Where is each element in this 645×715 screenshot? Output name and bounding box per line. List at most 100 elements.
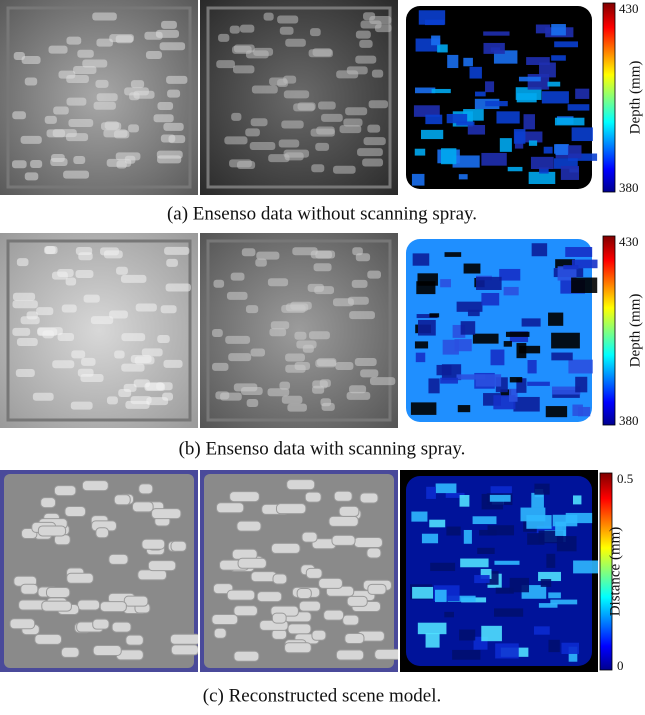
bolt [367, 548, 381, 558]
bolt [281, 120, 303, 128]
bolt [227, 292, 248, 300]
image [400, 470, 603, 672]
blob [430, 563, 455, 571]
bolt [62, 305, 77, 313]
bolt [116, 152, 141, 160]
blob [526, 57, 550, 65]
bolt [233, 65, 254, 73]
bolt [166, 259, 178, 267]
image-content [200, 470, 401, 672]
blob [527, 382, 550, 386]
bolt [96, 528, 109, 538]
bolt [42, 330, 54, 338]
bolt [355, 358, 377, 366]
blob [572, 127, 593, 141]
bolt [77, 50, 93, 58]
bolt [332, 535, 355, 545]
blob [485, 81, 494, 92]
bolt [335, 362, 353, 370]
blob [425, 115, 442, 124]
blob [551, 333, 580, 349]
bolt [368, 584, 386, 594]
bolt [170, 634, 200, 644]
bolt [349, 311, 375, 319]
bolt [21, 584, 38, 594]
bolt [315, 359, 336, 367]
bolt [82, 481, 108, 491]
bolt [53, 106, 69, 114]
blob [477, 548, 494, 554]
image-content [0, 470, 200, 672]
bolt [112, 622, 131, 632]
bolt [356, 31, 371, 39]
bolt [285, 39, 306, 47]
image-content [200, 0, 398, 195]
bolt [279, 140, 300, 148]
blob [563, 265, 578, 269]
bolt [128, 124, 139, 132]
bolt [314, 263, 332, 271]
bolt [285, 365, 305, 373]
blob [548, 82, 561, 87]
bolt [367, 125, 380, 133]
blob [491, 350, 505, 366]
bolt [129, 92, 140, 100]
blob [432, 89, 451, 93]
bolt [230, 26, 240, 34]
bolt [91, 316, 113, 324]
colorbar-label: Distance (mm) [607, 527, 623, 617]
bolt [355, 56, 376, 64]
bolt [287, 480, 315, 490]
bolt [253, 48, 273, 56]
bolt [320, 398, 331, 406]
caption: (a) Ensenso data without scanning spray. [167, 203, 477, 224]
bolt [94, 102, 116, 110]
blob [436, 483, 457, 493]
bolt [163, 123, 183, 131]
bolt [306, 568, 322, 578]
blob [529, 140, 537, 145]
blob [428, 378, 439, 393]
bolt [290, 302, 312, 310]
bolt [299, 601, 320, 611]
bolt [288, 624, 311, 634]
blob [463, 58, 473, 66]
bolt [242, 248, 256, 256]
bolt [68, 119, 93, 127]
bolt [131, 80, 144, 88]
bolt [169, 135, 186, 143]
bolt [121, 364, 144, 372]
blob [496, 111, 519, 123]
bolt [166, 76, 187, 84]
bolt [234, 606, 258, 616]
bolt [359, 40, 372, 48]
bolt [375, 649, 401, 659]
blob [548, 313, 563, 326]
bolt [171, 645, 198, 655]
bolt [13, 300, 38, 308]
bolt [372, 70, 383, 78]
bolt [36, 307, 53, 315]
bolt [268, 388, 290, 396]
bolt [228, 353, 251, 361]
bolt [95, 80, 108, 88]
bolt [345, 107, 367, 115]
bolt [315, 251, 332, 259]
blob [534, 626, 550, 634]
bolt [13, 293, 35, 301]
blob [437, 44, 448, 52]
bolt [231, 113, 241, 121]
blob [546, 554, 555, 568]
bolt [53, 129, 77, 137]
blob [531, 157, 554, 169]
blob [458, 405, 470, 412]
bolt [71, 402, 93, 410]
bolt [336, 650, 363, 660]
bolt [154, 114, 174, 122]
bolt [21, 136, 42, 144]
blob [554, 41, 578, 47]
bolt [146, 397, 168, 405]
bolt [220, 393, 242, 401]
blob [447, 55, 458, 68]
bolt [66, 278, 77, 286]
